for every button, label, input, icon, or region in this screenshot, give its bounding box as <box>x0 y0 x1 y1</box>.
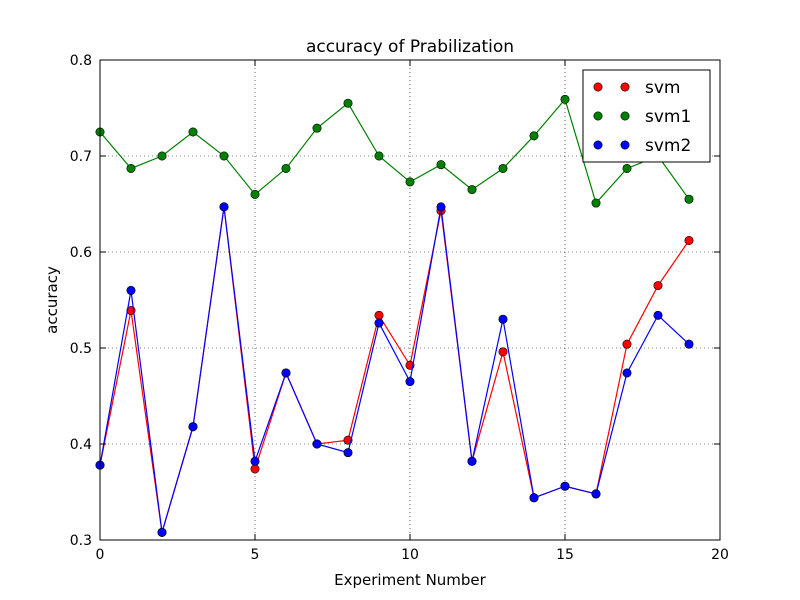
data-point-svm1 <box>219 151 229 161</box>
data-point-svm1 <box>188 127 198 137</box>
data-point-svm2 <box>467 456 477 466</box>
legend-marker-svm1 <box>620 111 630 121</box>
x-axis-label: Experiment Number <box>334 571 487 589</box>
data-point-svm <box>684 235 694 245</box>
data-point-svm1 <box>157 151 167 161</box>
data-point-svm2 <box>343 448 353 458</box>
legend: svm svm1 svm2 <box>582 69 711 163</box>
data-point-svm2 <box>684 339 694 349</box>
data-point-svm1 <box>684 194 694 204</box>
legend-label-svm1: svm1 <box>645 107 691 127</box>
series-line-svm2 <box>99 206 690 533</box>
chart-title: accuracy of Prabilization <box>306 37 514 57</box>
data-point-svm2 <box>560 481 570 491</box>
x-tick-label: 15 <box>556 547 574 563</box>
legend-marker-svm1 <box>593 111 603 121</box>
data-point-svm2 <box>188 422 198 432</box>
y-tick-label: 0.7 <box>70 149 92 165</box>
data-point-svm2 <box>591 489 601 499</box>
data-point-svm2 <box>622 368 632 378</box>
data-point-svm <box>653 281 663 291</box>
data-point-svm1 <box>126 163 136 173</box>
data-point-svm2 <box>312 439 322 449</box>
x-tick-label: 5 <box>251 547 260 563</box>
data-point-svm1 <box>312 123 322 133</box>
legend-marker-svm <box>593 82 603 92</box>
legend-marker-svm2 <box>620 140 630 150</box>
data-point-svm2 <box>529 493 539 503</box>
data-point-svm1 <box>560 94 570 104</box>
legend-label-svm2: svm2 <box>645 136 691 156</box>
data-point-svm1 <box>529 131 539 141</box>
x-tick-label: 0 <box>96 547 105 563</box>
data-point-svm1 <box>436 160 446 170</box>
data-point-svm1 <box>405 177 415 187</box>
data-point-svm <box>498 347 508 357</box>
data-point-svm <box>622 339 632 349</box>
data-point-svm2 <box>281 368 291 378</box>
y-tick-label: 0.4 <box>70 437 92 453</box>
y-tick-label: 0.6 <box>70 245 92 261</box>
data-point-svm1 <box>467 185 477 195</box>
data-point-svm2 <box>405 377 415 387</box>
series-group <box>95 94 694 537</box>
legend-label-svm: svm <box>645 78 680 98</box>
data-point-svm2 <box>157 527 167 537</box>
data-point-svm <box>374 310 384 320</box>
legend-box <box>582 69 711 163</box>
data-point-svm2 <box>374 318 384 328</box>
y-tick-label: 0.3 <box>70 533 92 549</box>
data-point-svm1 <box>281 163 291 173</box>
x-tick-label: 10 <box>401 547 419 563</box>
data-point-svm2 <box>219 202 229 212</box>
data-point-svm1 <box>591 198 601 208</box>
data-point-svm2 <box>436 202 446 212</box>
x-tick-label: 20 <box>711 547 729 563</box>
data-point-svm1 <box>374 151 384 161</box>
legend-marker-svm <box>620 82 630 92</box>
data-point-svm2 <box>498 314 508 324</box>
y-tick-label: 0.8 <box>70 53 92 69</box>
data-point-svm1 <box>343 98 353 108</box>
series-line-svm1 <box>99 98 690 205</box>
y-axis-label: accuracy <box>43 266 61 334</box>
y-tick-label: 0.5 <box>70 341 92 357</box>
axis-ticks: 0 5 10 15 20 0.3 0.4 0.5 0.6 0.7 0.8 <box>70 53 729 563</box>
data-point-svm2 <box>126 285 136 295</box>
data-point-svm1 <box>498 163 508 173</box>
data-point-svm <box>250 464 260 474</box>
data-point-svm1 <box>622 163 632 173</box>
series-line-svm <box>99 206 690 533</box>
data-point-svm2 <box>653 310 663 320</box>
data-point-svm1 <box>250 189 260 199</box>
legend-marker-svm2 <box>593 140 603 150</box>
data-point-svm2 <box>250 456 260 466</box>
